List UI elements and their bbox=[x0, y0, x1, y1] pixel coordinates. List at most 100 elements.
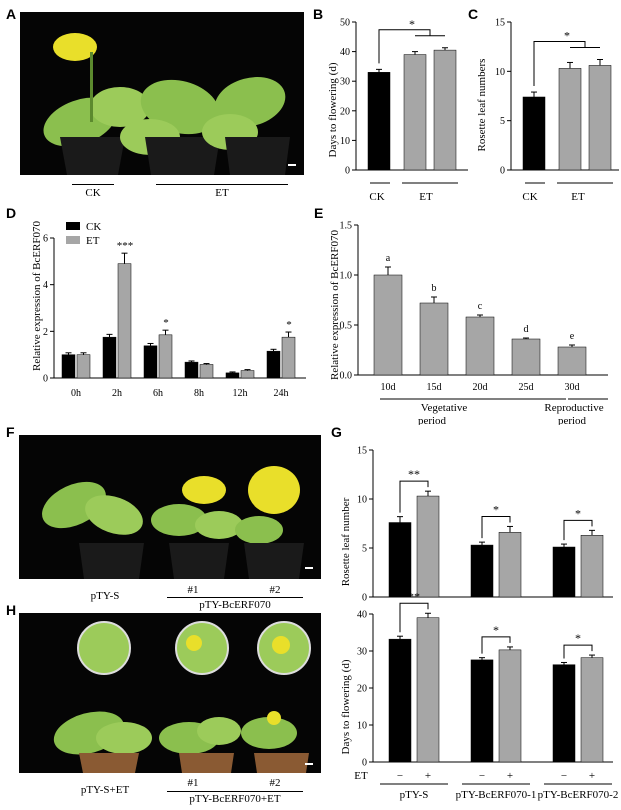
chart-e-bar bbox=[465, 316, 495, 376]
photo-plants-pty bbox=[19, 435, 321, 579]
panel-label-g: G bbox=[331, 424, 342, 440]
chart-g2-et-sign: + bbox=[425, 770, 431, 782]
chart-g2-significance-bracket bbox=[481, 636, 511, 654]
et-photo-label: ET bbox=[215, 187, 229, 199]
pty-et-line2-photo-label: #2 bbox=[269, 777, 281, 789]
chart-g1-y-tick-label: 5 bbox=[362, 544, 367, 555]
chart-g2-et-sign: + bbox=[589, 770, 595, 782]
chart-g2-et-bar bbox=[498, 649, 522, 763]
chart-d-et-bar bbox=[117, 263, 132, 379]
chart-d-y-tick-label: 6 bbox=[43, 234, 48, 245]
chart-b: Days to flowering (d) 0 10 20 30 40 50 * CK ET bbox=[327, 17, 468, 203]
ck-group-line bbox=[72, 184, 114, 185]
chart-e-group-letter: a bbox=[386, 253, 391, 264]
chart-e-group-letter: d bbox=[524, 324, 529, 335]
chart-g2-y-tick-label: 30 bbox=[357, 647, 367, 658]
chart-d-x-tick-label: 24h bbox=[274, 388, 289, 399]
chart-b-bar bbox=[403, 54, 427, 171]
chart-e-x-tick-label: 30d bbox=[565, 382, 580, 393]
chart-e-y-tick-label: 1.0 bbox=[340, 271, 353, 282]
chart-c-significance-bracket bbox=[533, 40, 586, 87]
chart-g2-et-sign: + bbox=[507, 770, 513, 782]
chart-d-ck-bar bbox=[184, 361, 199, 379]
chart-b-group-label-et: ET bbox=[419, 191, 433, 203]
chart-d-et-bar bbox=[76, 354, 91, 379]
chart-b-y-tick-label: 30 bbox=[340, 77, 350, 88]
chart-g1-significance-bracket bbox=[481, 515, 511, 539]
chart-d-significance: *** bbox=[117, 240, 134, 252]
pty-bcerf-group-line bbox=[167, 597, 303, 598]
panel-label-b: B bbox=[313, 6, 324, 22]
chart-d-ck-bar bbox=[102, 336, 117, 379]
chart-b-ylabel: Days to flowering (d) bbox=[327, 62, 339, 157]
chart-g2-et-bar bbox=[416, 617, 440, 763]
chart-d-et-bar bbox=[158, 334, 173, 379]
chart-d-ck-bar bbox=[266, 350, 281, 379]
chart-g2-y-tick-label: 20 bbox=[357, 684, 367, 695]
chart-d-legend-swatch bbox=[66, 236, 80, 244]
chart-g2-significance: * bbox=[575, 631, 581, 645]
chart-g1-significance: * bbox=[493, 502, 499, 516]
chart-e-y-tick-label: 0.5 bbox=[340, 321, 353, 332]
chart-g2-control-bar bbox=[552, 664, 576, 763]
chart-g2-control-bar bbox=[388, 638, 412, 763]
chart-d-et-bar bbox=[281, 336, 296, 379]
pty-bcerf-et-group-line bbox=[167, 791, 303, 792]
chart-g1-ylabel: Rosette leaf number bbox=[340, 497, 352, 586]
chart-b-group-label-ck: CK bbox=[369, 191, 384, 203]
chart-g1-significance: ** bbox=[408, 467, 420, 481]
chart-b-significance-star: * bbox=[409, 17, 415, 31]
chart-e-x-tick-label: 25d bbox=[519, 382, 534, 393]
chart-c-ylabel: Rosette leaf numbers bbox=[476, 59, 488, 152]
pty-line2-photo-label: #2 bbox=[269, 584, 281, 596]
chart-g2-group-label: pTY-BcERF070-1 bbox=[456, 789, 537, 801]
panel-label-c: C bbox=[468, 6, 479, 22]
pty-line1-photo-label: #1 bbox=[187, 584, 199, 596]
pty-bcerf-et-photo-label: pTY-BcERF070+ET bbox=[189, 793, 281, 805]
chart-c-y-tick-label: 15 bbox=[495, 18, 505, 29]
chart-d: Relative expression of BcERF070 0 2 4 6 0h 2h… bbox=[31, 221, 306, 399]
chart-d-x-tick-label: 6h bbox=[153, 388, 163, 399]
chart-g2-significance-bracket bbox=[399, 602, 429, 633]
chart-e-period-reproductive-label: Reproductive bbox=[544, 402, 603, 414]
chart-c-bar bbox=[558, 68, 582, 171]
pty-et-line1-photo-label: #1 bbox=[187, 777, 199, 789]
panel-label-d: D bbox=[6, 205, 17, 221]
chart-d-x-tick-label: 12h bbox=[233, 388, 248, 399]
chart-g1-significance-bracket bbox=[563, 519, 593, 541]
panel-label-f: F bbox=[6, 424, 15, 440]
chart-g2-significance: ** bbox=[408, 589, 420, 603]
chart-d-x-tick-label: 2h bbox=[112, 388, 122, 399]
chart-e-group-letter: e bbox=[570, 331, 575, 342]
chart-g2-ylabel: Days to flowering (d) bbox=[340, 659, 352, 754]
pty-s-photo-label: pTY-S bbox=[90, 590, 120, 602]
pty-s-et-photo-label: pTY-S+ET bbox=[80, 784, 130, 796]
chart-d-significance: * bbox=[163, 317, 169, 329]
panel-label-a: A bbox=[6, 6, 17, 22]
chart-g2-et-bar bbox=[580, 657, 604, 763]
chart-b-y-tick-label: 50 bbox=[340, 18, 350, 29]
chart-g2-et-sign: − bbox=[479, 770, 485, 782]
photo-plants-pty-et bbox=[19, 613, 321, 773]
chart-b-significance-bracket bbox=[378, 29, 431, 64]
chart-d-legend-label: ET bbox=[86, 235, 100, 247]
chart-e: Relative expression of BcERF070 0.0 0.5 1.… bbox=[329, 221, 608, 425]
chart-g2-et-sign: − bbox=[397, 770, 403, 782]
chart-g1-et-bar bbox=[498, 532, 522, 598]
chart-b-y-tick-label: 20 bbox=[340, 106, 350, 117]
chart-d-ck-bar bbox=[225, 372, 240, 379]
chart-g2-significance-bracket bbox=[563, 644, 593, 659]
chart-e-x-tick-label: 15d bbox=[427, 382, 442, 393]
chart-c: Rosette leaf numbers 0 5 10 15 * CK ET bbox=[476, 18, 619, 203]
chart-d-significance: * bbox=[286, 319, 292, 331]
chart-b-y-tick-label: 10 bbox=[340, 136, 350, 147]
chart-e-bar bbox=[557, 346, 587, 376]
chart-e-period-vegetative-label: Vegetative bbox=[421, 402, 468, 414]
et-group-line bbox=[156, 184, 288, 185]
chart-d-ylabel: Relative expression of BcERF070 bbox=[31, 221, 43, 372]
chart-g2-group-label: pTY-S bbox=[400, 789, 429, 801]
chart-g2-control-bar bbox=[470, 659, 494, 763]
chart-g1-et-bar bbox=[580, 535, 604, 598]
chart-c-significance-star: * bbox=[564, 28, 570, 42]
chart-d-y-tick-label: 4 bbox=[43, 280, 48, 291]
